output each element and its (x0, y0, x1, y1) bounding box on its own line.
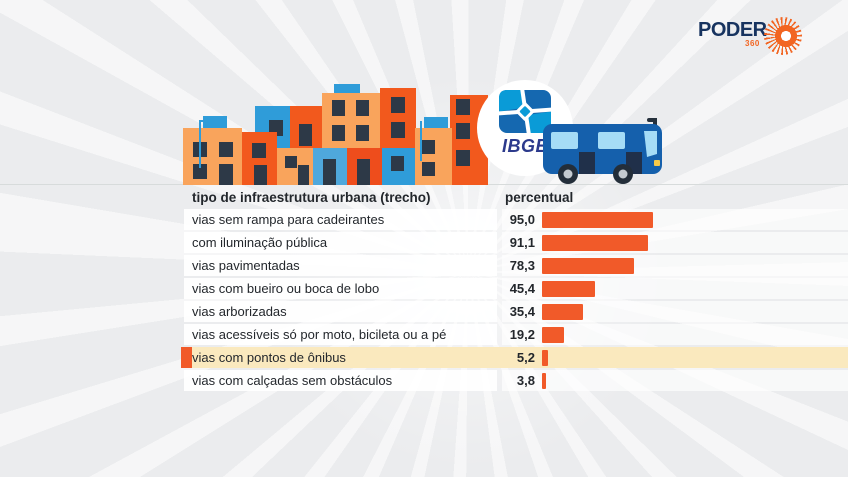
row-bar (542, 234, 649, 251)
table-row: vias arborizadas 35,4 (184, 301, 848, 322)
water-pipe (199, 120, 201, 168)
building (242, 132, 277, 185)
building (382, 148, 415, 185)
row-value: 3,8 (516, 373, 535, 388)
row-value: 45,4 (509, 281, 535, 296)
row-value: 91,1 (509, 235, 535, 250)
bar-table: vias sem rampa para cadeirantes 95,0 com… (181, 209, 848, 393)
table-row: vias com calçadas sem obstáculos 3,8 (184, 370, 848, 391)
poder-logo-text: PODER (698, 19, 767, 41)
poder-logo-360-text: 360 (745, 39, 760, 48)
row-bar (542, 349, 549, 366)
row-bar (542, 326, 565, 343)
row-bar (542, 280, 595, 297)
row-value: 78,3 (509, 258, 535, 273)
table-row: vias com pontos de ônibus 5,2 (181, 347, 848, 368)
row-value: 5,2 (516, 350, 535, 365)
building (183, 128, 242, 185)
table-header: tipo de infraestrutura urbana (trecho) p… (184, 186, 848, 208)
table-row: vias acessíveis só por moto, bicileta ou… (184, 324, 848, 345)
row-label: vias com bueiro ou boca de lobo (184, 278, 497, 299)
row-bar (542, 372, 547, 389)
ibge-symbol-icon (496, 87, 554, 136)
row-label: vias sem rampa para cadeirantes (184, 209, 497, 230)
row-label: vias acessíveis só por moto, bicileta ou… (184, 324, 497, 345)
building (347, 148, 382, 185)
row-value-area: 3,8 (502, 370, 848, 391)
building (277, 148, 313, 185)
poder360-logo: PODER 360 (698, 17, 818, 60)
row-value-area: 35,4 (502, 301, 848, 322)
row-label: vias arborizadas (184, 301, 497, 322)
water-tank-icon (424, 117, 448, 128)
ibge-logo-text: IBGE (501, 136, 548, 156)
row-bar (542, 211, 653, 228)
row-value-area: 95,0 (502, 209, 848, 230)
water-tank-icon (203, 116, 227, 128)
water-pipe (199, 120, 207, 122)
water-pipe (420, 121, 422, 161)
row-label: vias com calçadas sem obstáculos (184, 370, 497, 391)
table-row: com iluminação pública 91,1 (184, 232, 848, 253)
row-bar (542, 257, 634, 274)
row-label: com iluminação pública (184, 232, 497, 253)
bus-icon (543, 118, 662, 184)
table-row: vias com bueiro ou boca de lobo 45,4 (184, 278, 848, 299)
row-value-area: 91,1 (502, 232, 848, 253)
building (313, 148, 347, 185)
row-value-area: 45,4 (502, 278, 848, 299)
row-value-area: 5,2 (502, 347, 848, 368)
row-value: 35,4 (509, 304, 535, 319)
row-value-area: 19,2 (502, 324, 848, 345)
row-label: vias com pontos de ônibus (192, 350, 346, 365)
row-label: vias pavimentadas (184, 255, 497, 276)
row-value: 95,0 (509, 212, 535, 227)
row-bar (542, 303, 584, 320)
water-tank-icon (334, 84, 360, 93)
column-header-category: tipo de infraestrutura urbana (trecho) (192, 189, 431, 205)
table-row: vias sem rampa para cadeirantes 95,0 (184, 209, 848, 230)
column-header-percentual: percentual (505, 189, 574, 205)
sunburst-icon (764, 17, 802, 55)
row-value-area: 78,3 (502, 255, 848, 276)
table-row: vias pavimentadas 78,3 (184, 255, 848, 276)
row-value: 19,2 (509, 327, 535, 342)
